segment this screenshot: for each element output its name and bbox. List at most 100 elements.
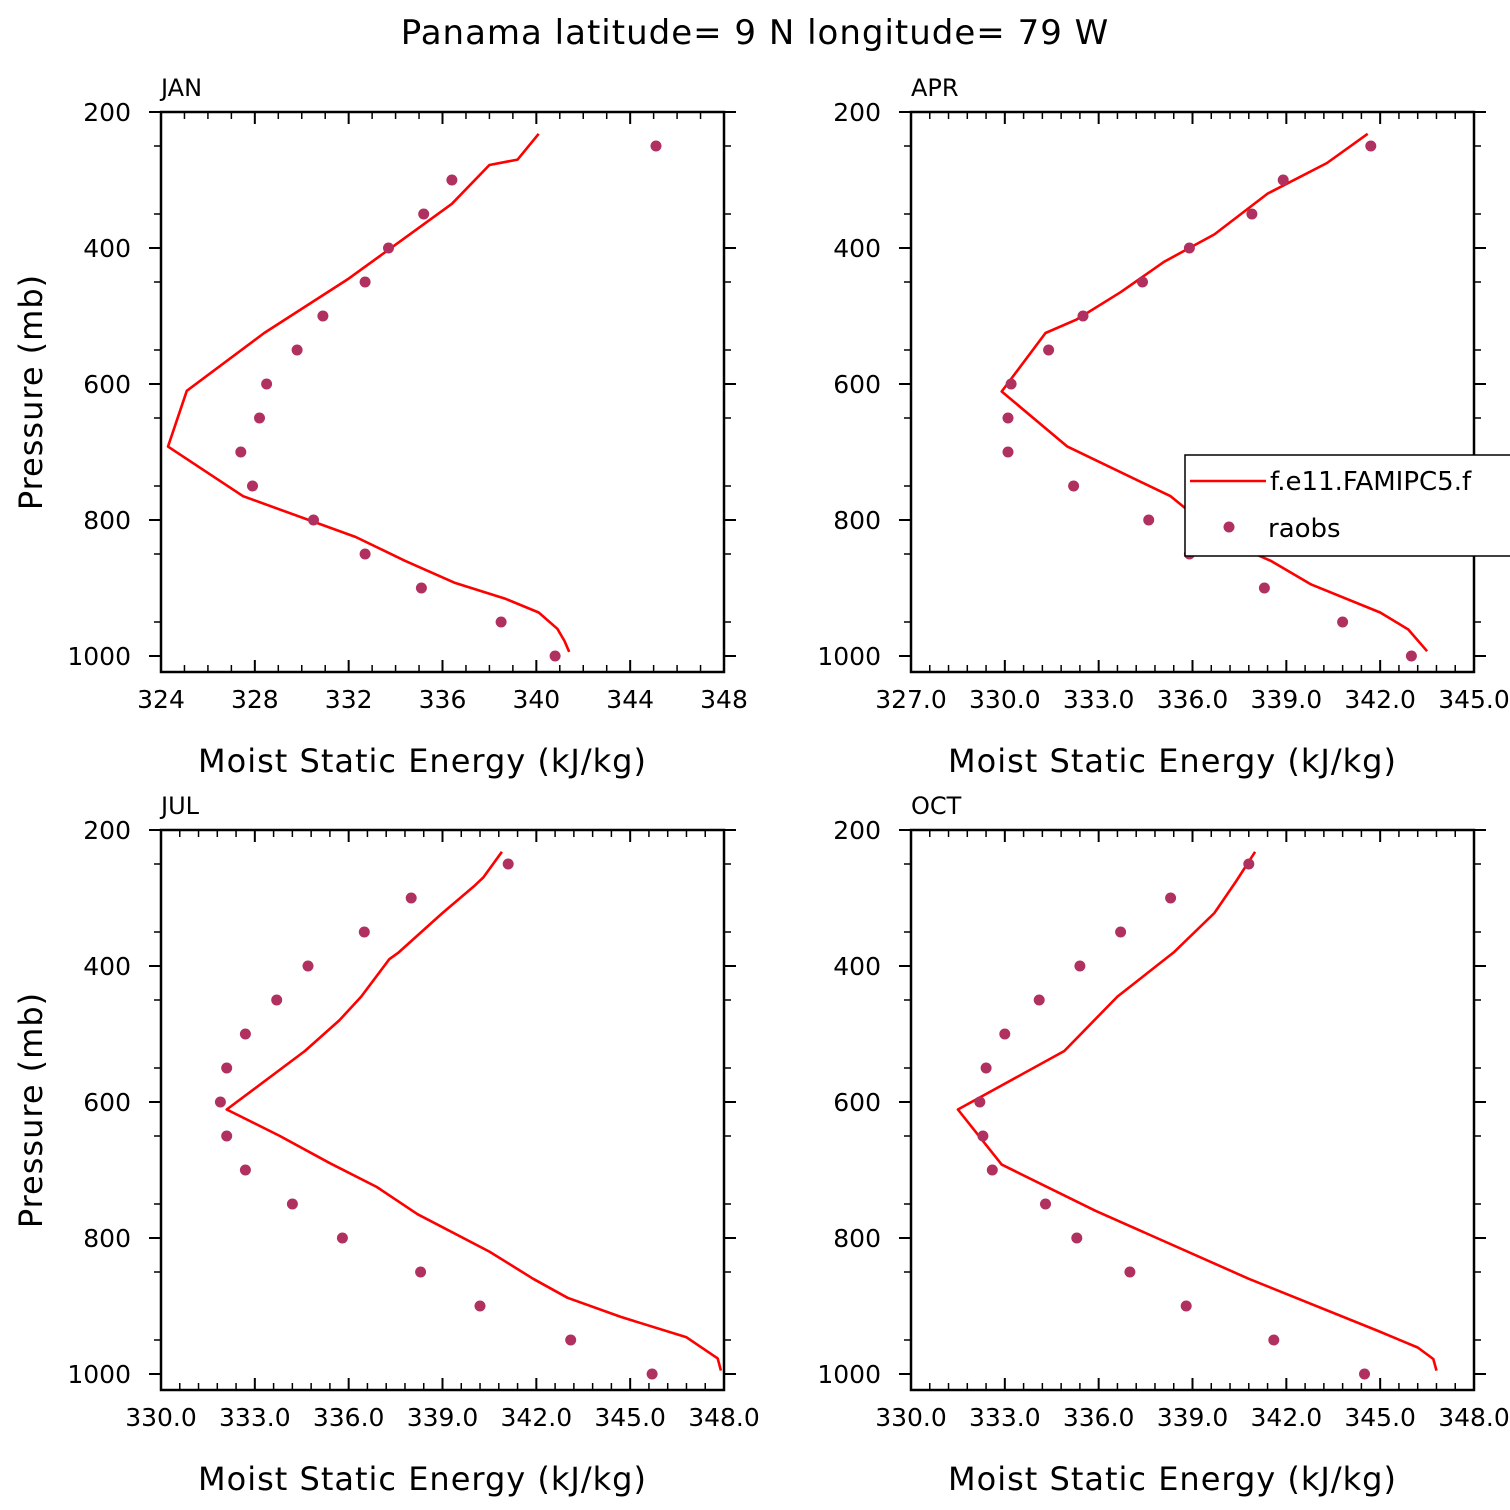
y-tick-label: 800 bbox=[833, 1224, 881, 1253]
plot-frame bbox=[909, 110, 1476, 674]
raobs-point bbox=[446, 174, 458, 186]
legend: f.e11.FAMIPC5.f raobs bbox=[1184, 454, 1510, 557]
raobs-point bbox=[261, 378, 273, 390]
y-tick-label: 400 bbox=[833, 952, 881, 981]
raobs-point bbox=[1043, 344, 1055, 356]
x-tick-label: 342.0 bbox=[1251, 1403, 1323, 1432]
x-tick-label: 339.0 bbox=[407, 1403, 479, 1432]
raobs-point bbox=[359, 548, 371, 560]
x-tick-label: 342.0 bbox=[501, 1403, 573, 1432]
x-tick-label: 342.0 bbox=[1344, 685, 1416, 714]
plot-frame bbox=[909, 828, 1476, 1392]
legend-marker-swatch bbox=[1223, 521, 1235, 533]
raobs-point bbox=[650, 140, 662, 152]
x-tick-label: 333.0 bbox=[969, 1403, 1041, 1432]
raobs-point bbox=[247, 480, 258, 492]
y-tick-label: 1000 bbox=[817, 642, 881, 671]
panel-title: JAN bbox=[159, 74, 202, 102]
panel-title: JUL bbox=[159, 792, 200, 820]
x-tick-label: 332 bbox=[325, 685, 373, 714]
x-tick-label: 345.0 bbox=[1438, 685, 1510, 714]
x-tick-label: 345.0 bbox=[1344, 1403, 1416, 1432]
y-tick-label: 200 bbox=[83, 98, 131, 127]
model-profile-line bbox=[225, 851, 723, 1371]
legend-label-model: f.e11.FAMIPC5.f bbox=[1270, 467, 1472, 497]
raobs-point bbox=[1365, 140, 1377, 152]
y-tick-label: 200 bbox=[83, 816, 131, 845]
raobs-point bbox=[1115, 926, 1127, 938]
model-profile-line bbox=[956, 851, 1438, 1371]
raobs-point bbox=[239, 1028, 251, 1040]
raobs-point bbox=[271, 994, 283, 1006]
x-axis-label: Moist Static Energy (kJ/kg) bbox=[198, 742, 647, 780]
raobs-point bbox=[1077, 310, 1089, 322]
y-tick-label: 1000 bbox=[817, 1360, 881, 1389]
figure-title: Panama latitude= 9 N longitude= 79 W bbox=[401, 13, 1110, 53]
raobs-point bbox=[549, 650, 561, 662]
panel-apr: APR 327.0 330.0 333.0 336.0 339.0 342.0 345.0 20… bbox=[817, 74, 1510, 780]
raobs-point bbox=[221, 1130, 233, 1142]
raobs-point bbox=[1071, 1232, 1083, 1244]
raobs-point bbox=[254, 412, 265, 424]
panel-jul: JUL 330.0 333.0 336.0 339.0 342.0 345.0 348.0 20… bbox=[12, 792, 760, 1498]
x-tick-label: 327.0 bbox=[875, 685, 947, 714]
raobs-point bbox=[358, 926, 370, 938]
raobs-point bbox=[359, 276, 371, 288]
x-axis-label: Moist Static Energy (kJ/kg) bbox=[948, 1460, 1397, 1498]
raobs-point bbox=[1137, 276, 1148, 288]
panel-oct: OCT 330.0 333.0 336.0 339.0 342.0 345.0 348.0 20… bbox=[817, 792, 1509, 1498]
x-tick-label: 336 bbox=[419, 685, 467, 714]
raobs-point bbox=[1143, 514, 1155, 526]
y-tick-label: 400 bbox=[83, 234, 131, 263]
x-tick-label: 330.0 bbox=[125, 1403, 197, 1432]
raobs-point bbox=[291, 344, 303, 356]
raobs-point bbox=[415, 582, 427, 594]
legend-label-raobs: raobs bbox=[1268, 514, 1341, 544]
raobs-point bbox=[235, 446, 247, 458]
x-axis-label: Moist Static Energy (kJ/kg) bbox=[198, 1460, 647, 1498]
y-tick-label: 600 bbox=[83, 1088, 131, 1117]
raobs-point bbox=[286, 1198, 298, 1210]
x-tick-label: 339.0 bbox=[1157, 1403, 1229, 1432]
x-tick-label: 348.0 bbox=[688, 1403, 760, 1432]
raobs-point bbox=[1359, 1368, 1370, 1380]
y-tick-label: 400 bbox=[83, 952, 131, 981]
x-tick-label: 345.0 bbox=[594, 1403, 666, 1432]
y-tick-label: 800 bbox=[833, 506, 881, 535]
raobs-point bbox=[1005, 378, 1017, 390]
raobs-point bbox=[1002, 446, 1014, 458]
y-tick-label: 600 bbox=[833, 1088, 881, 1117]
x-tick-label: 344 bbox=[606, 685, 654, 714]
raobs-point bbox=[1002, 412, 1014, 424]
y-tick-label: 400 bbox=[833, 234, 881, 263]
y-axis-label: Pressure (mb) bbox=[12, 274, 50, 510]
raobs-point bbox=[1074, 960, 1086, 972]
y-tick-label: 1000 bbox=[67, 1360, 131, 1389]
raobs-point bbox=[1405, 650, 1417, 662]
y-tick-label: 800 bbox=[83, 1224, 131, 1253]
x-tick-label: 336.0 bbox=[1157, 685, 1229, 714]
legend-box bbox=[1184, 454, 1510, 557]
raobs-point bbox=[986, 1164, 998, 1176]
raobs-point bbox=[1258, 582, 1270, 594]
raobs-point bbox=[415, 1266, 427, 1278]
panel-title: APR bbox=[911, 74, 959, 102]
raobs-point bbox=[221, 1062, 233, 1074]
x-tick-label: 333.0 bbox=[1063, 685, 1135, 714]
raobs-point bbox=[980, 1062, 992, 1074]
y-tick-label: 600 bbox=[83, 370, 131, 399]
raobs-point bbox=[336, 1232, 348, 1244]
x-tick-label: 348.0 bbox=[1438, 1403, 1510, 1432]
raobs-point bbox=[239, 1164, 251, 1176]
model-profile-line bbox=[1000, 132, 1429, 653]
x-tick-label: 339.0 bbox=[1251, 685, 1323, 714]
panel-jan: JAN 324 328 332 336 340 344 348 200 400 600 800 1000… bbox=[12, 74, 748, 780]
y-tick-label: 600 bbox=[833, 370, 881, 399]
raobs-point bbox=[977, 1130, 989, 1142]
plot-frame bbox=[159, 110, 726, 674]
x-tick-label: 336.0 bbox=[313, 1403, 385, 1432]
raobs-point bbox=[1268, 1334, 1280, 1346]
y-tick-label: 1000 bbox=[67, 642, 131, 671]
raobs-point bbox=[214, 1096, 226, 1108]
